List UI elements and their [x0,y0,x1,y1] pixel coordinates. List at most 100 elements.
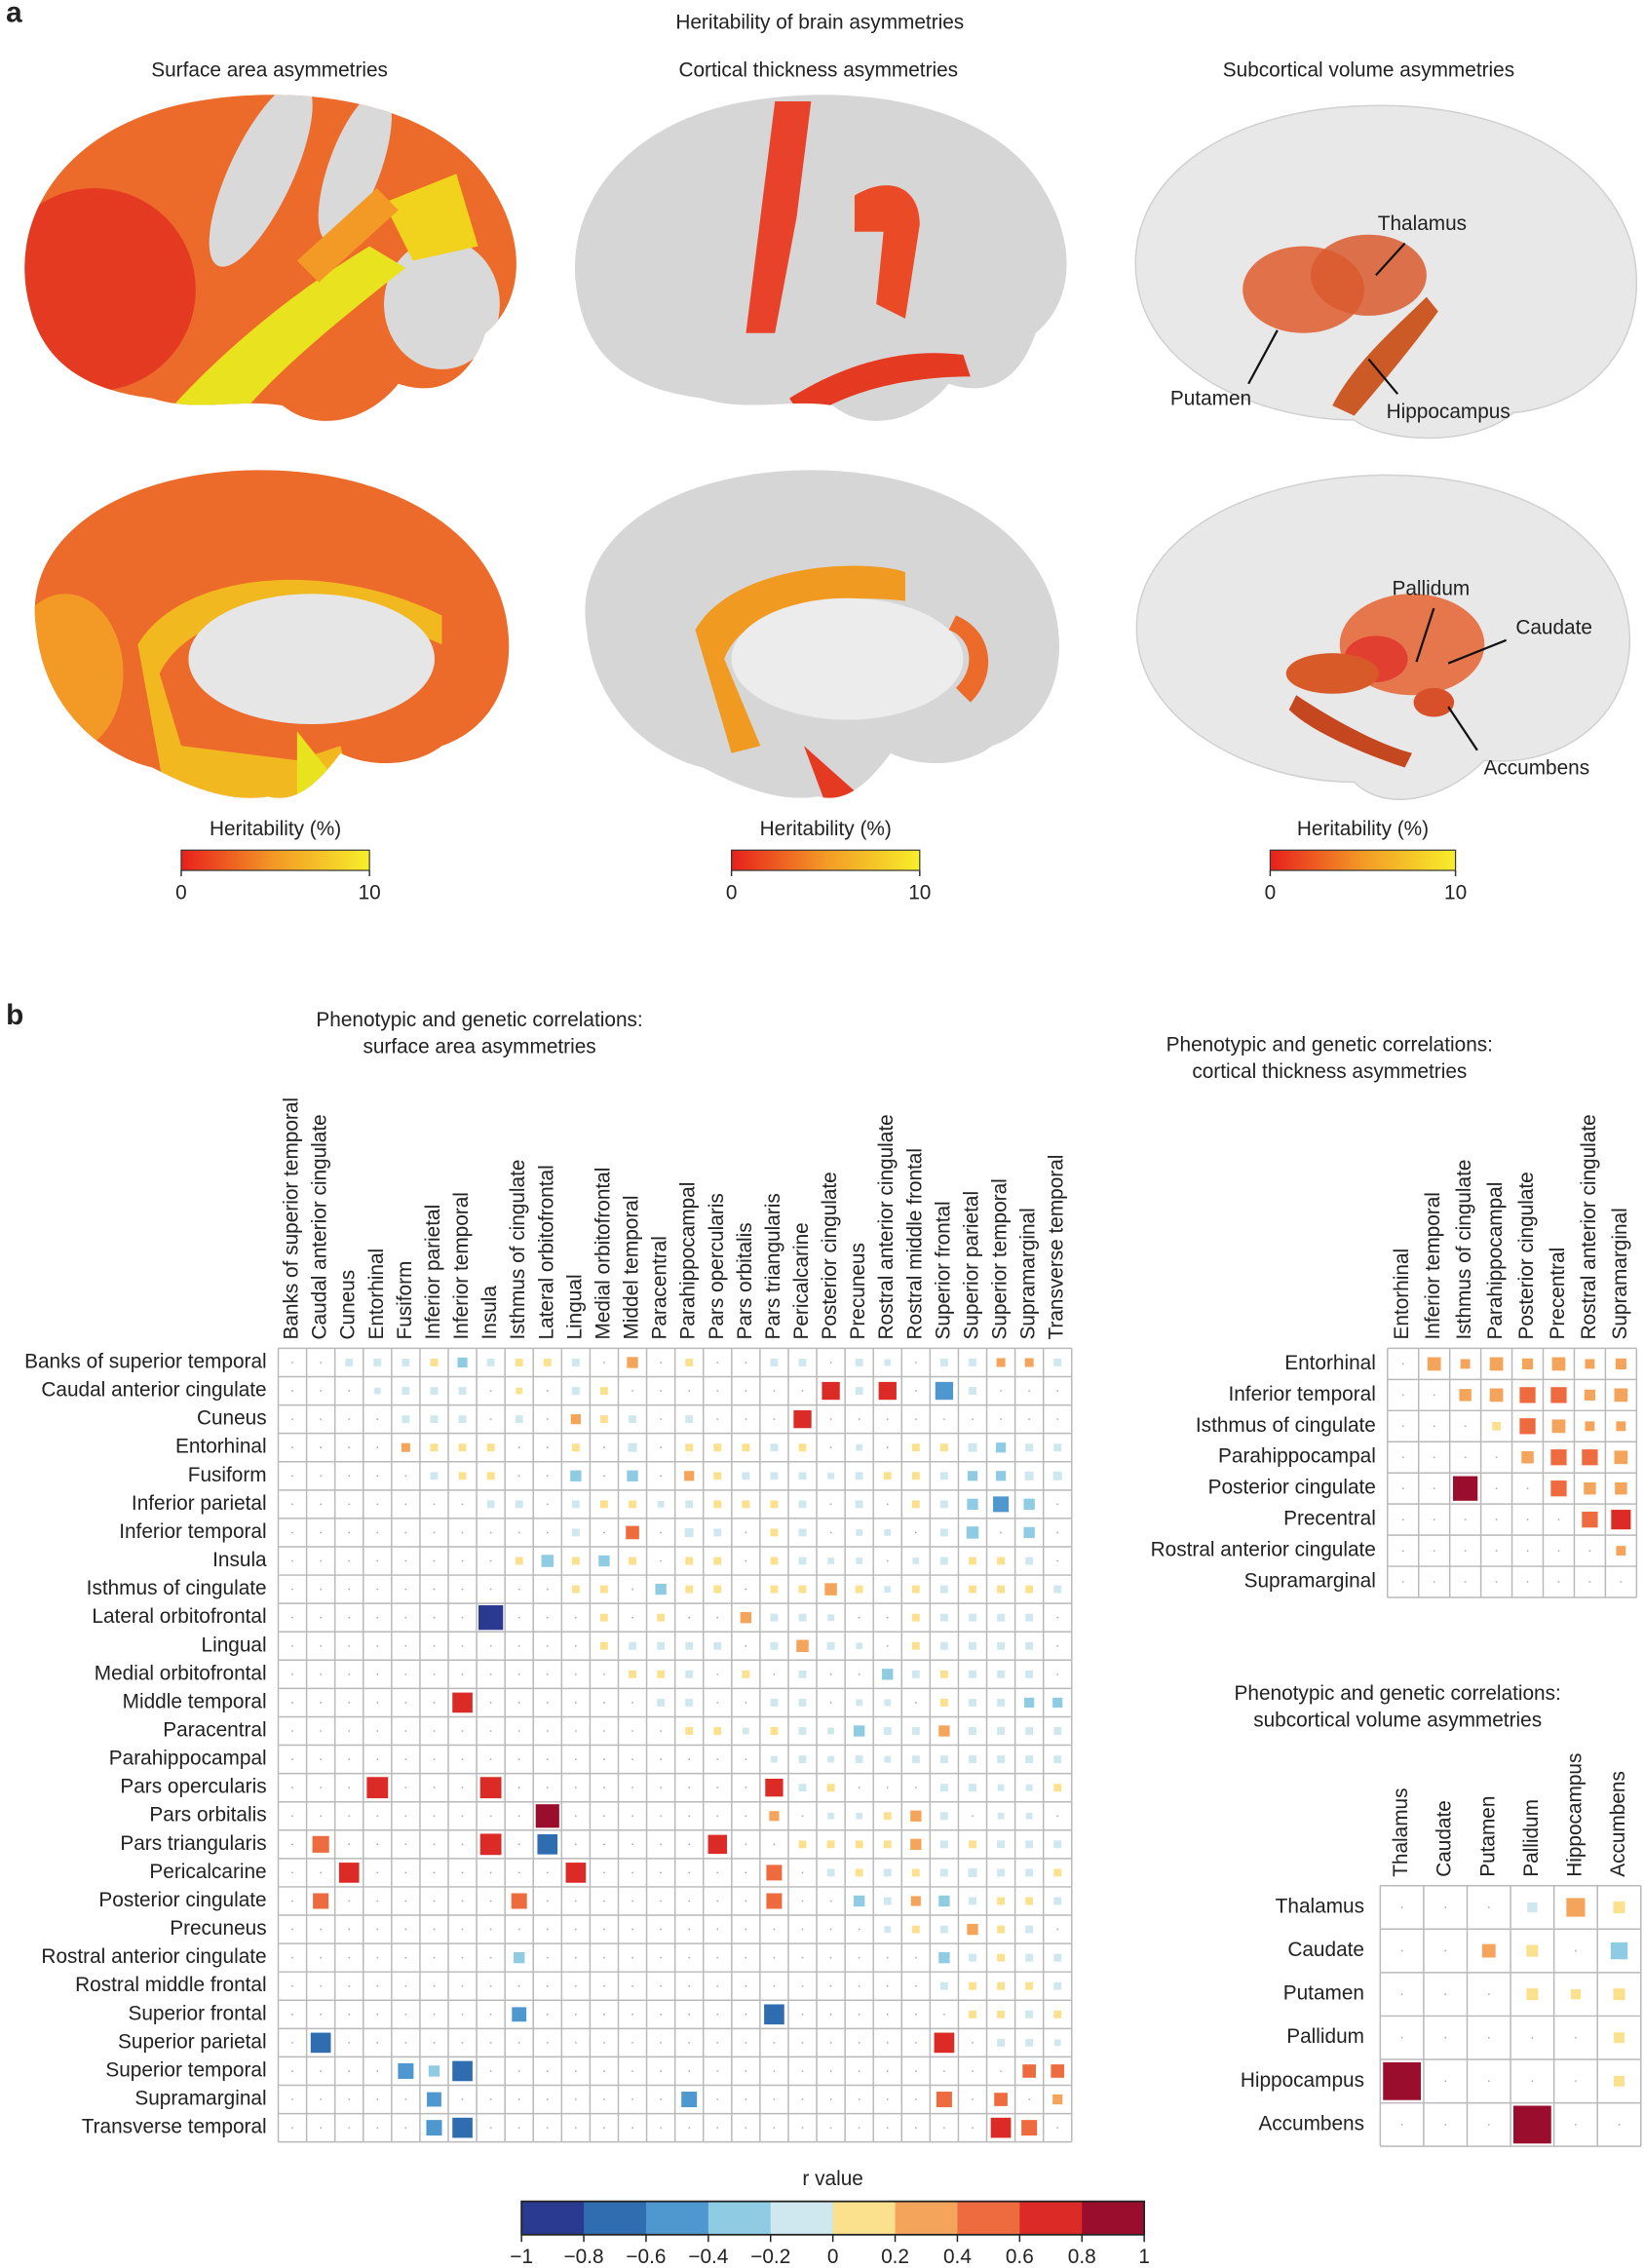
empty-dot [1487,2080,1490,2083]
correlation-cell [713,1500,722,1509]
correlation-cell [969,1557,976,1565]
correlation-cell [1550,1480,1567,1497]
correlation-cell [994,2093,1008,2106]
leader-line [1415,607,1435,663]
empty-dot [404,2041,407,2044]
row-label: Superior frontal [128,2002,266,2024]
brain-thickness-medial [585,470,1059,798]
empty-dot [716,1390,719,1392]
correlation-cell [629,1557,636,1565]
correlation-cell [1613,1988,1625,2001]
empty-dot [433,1616,436,1619]
empty-dot [404,1559,407,1562]
empty-dot [829,1928,832,1931]
correlation-cell [883,1727,892,1735]
empty-dot [688,1843,691,1846]
empty-dot [376,1616,379,1619]
correlation-cell [770,1472,779,1480]
empty-dot [574,1956,577,1959]
correlation-cell [798,1500,807,1509]
empty-dot [716,1616,719,1619]
correlation-cell [939,1500,948,1509]
empty-dot [801,1956,804,1959]
empty-dot [745,2127,747,2130]
empty-dot [858,1672,860,1675]
correlation-cell [939,1359,948,1366]
empty-dot [489,1390,492,1392]
empty-dot [773,2098,776,2100]
empty-dot [376,1446,379,1449]
tick-label: 10 [1444,881,1467,903]
correlation-cell [798,1443,807,1452]
empty-dot [348,2098,351,2100]
correlation-cell [855,1500,863,1509]
empty-dot [404,1730,407,1732]
row-label: Entorhinal [175,1436,267,1458]
empty-dot [489,2070,492,2072]
empty-dot [972,1815,974,1818]
correlation-cell [338,1863,360,1883]
empty-dot [404,1843,407,1846]
empty-dot [745,2041,747,2044]
correlation-cell [938,1725,950,1737]
empty-dot [461,1559,464,1562]
empty-dot [291,2041,293,2044]
empty-dot [320,2070,323,2072]
empty-dot [517,1787,520,1789]
correlation-cell [1383,2061,1422,2100]
column-label: Superior temporal [989,1178,1012,1339]
correlation-cell [1615,1481,1627,1495]
correlation-cell [1551,1357,1566,1371]
empty-dot [603,1531,605,1534]
empty-dot [1000,1531,1002,1534]
empty-dot [660,1815,662,1818]
empty-dot [914,1390,917,1392]
column-label: Inferior temporal [450,1192,473,1339]
empty-dot [716,1956,719,1959]
correlation-cell [935,1381,954,1401]
empty-dot [320,1702,323,1704]
empty-dot [348,1900,351,1903]
correlation-cell [742,1443,750,1452]
column-label: Hippocampus [1563,1753,1586,1877]
empty-dot [1464,1550,1467,1552]
empty-dot [1056,1503,1059,1506]
empty-dot [348,1531,351,1534]
empty-dot [603,2098,605,2100]
correlation-cell [997,1812,1005,1820]
empty-dot [433,1984,436,1987]
correlation-cell [685,1443,694,1452]
empty-dot [574,1730,577,1732]
empty-dot [291,2127,293,2130]
correlation-cell [827,1557,834,1564]
correlation-cell [713,1727,722,1735]
empty-dot [1444,2123,1447,2126]
correlation-cell [657,1641,666,1650]
correlation-cell [515,1359,523,1366]
empty-dot [943,2013,945,2016]
empty-dot [801,1984,804,1987]
correlation-cell [967,1498,978,1511]
correlation-cell [997,1641,1005,1650]
empty-dot [1433,1581,1435,1583]
empty-dot [801,2041,804,2044]
empty-dot [433,1900,436,1903]
row-label: Pars opercularis [120,1776,266,1798]
correlation-cell [713,1585,722,1594]
empty-dot [603,1702,605,1704]
empty-dot [404,1928,407,1931]
correlation-cell [969,1585,976,1594]
empty-dot [1028,1390,1031,1392]
empty-dot [631,1956,633,1959]
correlation-cell [684,1471,695,1481]
empty-dot [745,1871,747,1874]
correlation-cell [458,1472,467,1480]
correlation-cell [939,1755,948,1764]
correlation-cell [939,1698,948,1707]
column-label: Pericalcarine [790,1222,813,1339]
correlation-cell [798,1472,807,1480]
empty-dot [320,1984,323,1987]
empty-dot [716,1815,719,1818]
correlation-cell [398,2062,414,2079]
colorbar [180,849,370,871]
